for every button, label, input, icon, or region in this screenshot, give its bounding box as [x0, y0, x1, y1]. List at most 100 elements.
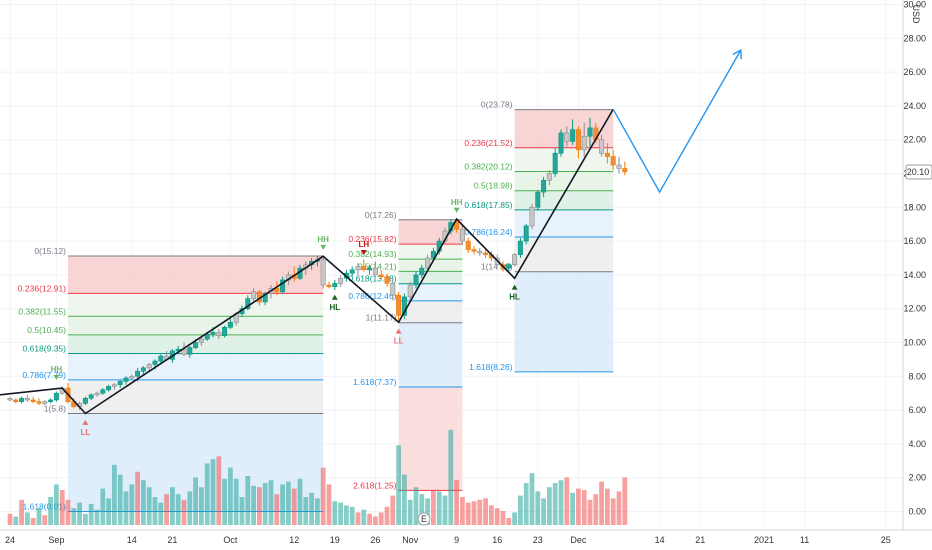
- pivot-labels: HLHHLLHHHLLHLLHHHL: [51, 198, 520, 437]
- fib-level-label: 0.786(12.46): [348, 291, 396, 301]
- x-tick-label: 16: [492, 535, 502, 545]
- price-axis[interactable]: USD 0.00 2.00 4.00 6.00 8.00 10.00 12.00 14.00 1…: [0, 0, 932, 531]
- candle-body: [262, 293, 268, 303]
- volume-bar: [425, 498, 430, 525]
- volume-bar: [59, 490, 65, 525]
- volume-bar: [407, 499, 413, 525]
- volume-bar: [419, 494, 425, 525]
- candle-body: [407, 284, 413, 298]
- x-tick-label: 26: [370, 535, 380, 545]
- volume-bar: [42, 515, 48, 525]
- earnings-marker[interactable]: E: [417, 512, 431, 526]
- volume-bar: [326, 484, 332, 525]
- volume-bar: [390, 495, 396, 525]
- candle-body: [471, 249, 477, 252]
- volume-bar: [402, 474, 407, 525]
- volume-bar: [396, 445, 401, 525]
- candle-body: [222, 326, 228, 337]
- fib-level-label: 1(5.8): [44, 403, 66, 413]
- candle-body: [610, 156, 616, 166]
- fib-zone: [514, 237, 614, 272]
- pivot-arrow: [82, 419, 89, 425]
- pivot-label: HL: [329, 303, 340, 312]
- volume-bar: [152, 497, 158, 525]
- volume-bar: [552, 483, 558, 525]
- candle-body: [546, 173, 552, 181]
- volume-bar: [71, 508, 77, 525]
- volume-bar: [518, 495, 523, 525]
- fib-zone: [514, 147, 614, 172]
- volume-bar: [94, 509, 100, 525]
- fib-level-label: 0(15.12): [34, 246, 66, 256]
- volume-bar: [117, 474, 123, 525]
- x-tick-label: Sep: [48, 535, 64, 545]
- time-axis[interactable]: 24 Sep 14 21 Oct 12 19 26 Nov 9 16 23 Dec 14 21 2021 11 2…: [5, 535, 891, 545]
- volume-bar: [233, 478, 239, 525]
- volume-bar: [54, 484, 59, 525]
- fib-level-label: 0.786(16.24): [464, 227, 512, 237]
- volume-bar: [471, 501, 477, 525]
- volume-bar: [367, 513, 372, 525]
- volume-bar: [175, 494, 181, 525]
- candle-body: [280, 279, 286, 293]
- candle-body: [88, 394, 94, 399]
- candle-body: [338, 277, 344, 284]
- projection-arrowhead: [732, 48, 742, 60]
- fib-zone: [398, 283, 463, 301]
- x-tick-label: 21: [695, 535, 705, 545]
- candle-body: [24, 397, 30, 401]
- candle-body: [616, 164, 622, 169]
- volume-bar: [146, 487, 152, 525]
- volume-bar: [135, 471, 140, 525]
- candle-body: [349, 269, 355, 274]
- candle-body: [372, 267, 378, 276]
- candle-body: [13, 399, 19, 402]
- currency-label: USD: [911, 4, 921, 24]
- volume-bar: [170, 487, 175, 525]
- volume-bar: [187, 491, 193, 525]
- volume-bar: [344, 505, 349, 525]
- x-tick-label: Dec: [570, 535, 587, 545]
- volume-bar: [442, 495, 448, 525]
- fib-level-label: 0(23.78): [481, 100, 513, 110]
- x-tick-label: 24: [5, 535, 15, 545]
- volume-bar: [349, 506, 355, 525]
- volume-bar: [106, 498, 111, 525]
- x-tick-label: 9: [454, 535, 459, 545]
- y-tick-label: 30.00: [903, 0, 926, 10]
- volume-bars: [7, 429, 628, 525]
- zigzag-pattern: [0, 48, 742, 415]
- candle-body: [506, 264, 512, 269]
- volume-bar: [576, 488, 581, 525]
- candle-body: [361, 266, 367, 271]
- pivot-label: LL: [81, 428, 91, 437]
- volume-bar: [622, 477, 628, 525]
- candle-body: [430, 250, 436, 259]
- candle-body: [82, 397, 88, 404]
- candle-body: [251, 291, 257, 299]
- y-tick-label: 18.00: [903, 202, 926, 212]
- candle-body: [216, 332, 222, 337]
- candle-body: [94, 392, 100, 396]
- candle-body: [535, 191, 541, 208]
- fib-zone: [68, 316, 324, 335]
- fib-level-label: 0.5(10.45): [27, 325, 66, 335]
- candle-body: [599, 139, 605, 154]
- volume-bar: [48, 497, 53, 525]
- volume-bar: [332, 501, 338, 525]
- volume-bar: [431, 490, 436, 525]
- volume-bar: [216, 456, 222, 525]
- fib-zone: [514, 171, 614, 191]
- volume-bar: [593, 494, 599, 525]
- volume-bar: [228, 467, 233, 525]
- volume-bar: [355, 512, 361, 525]
- y-tick-label: 6.00: [908, 405, 926, 415]
- volume-bar: [210, 459, 216, 525]
- candle-body: [326, 284, 332, 288]
- volume-bar: [315, 498, 320, 525]
- candle-body: [570, 129, 576, 142]
- x-tick-label: Oct: [223, 535, 238, 545]
- volume-bar: [378, 512, 384, 525]
- volume-bar: [605, 488, 610, 525]
